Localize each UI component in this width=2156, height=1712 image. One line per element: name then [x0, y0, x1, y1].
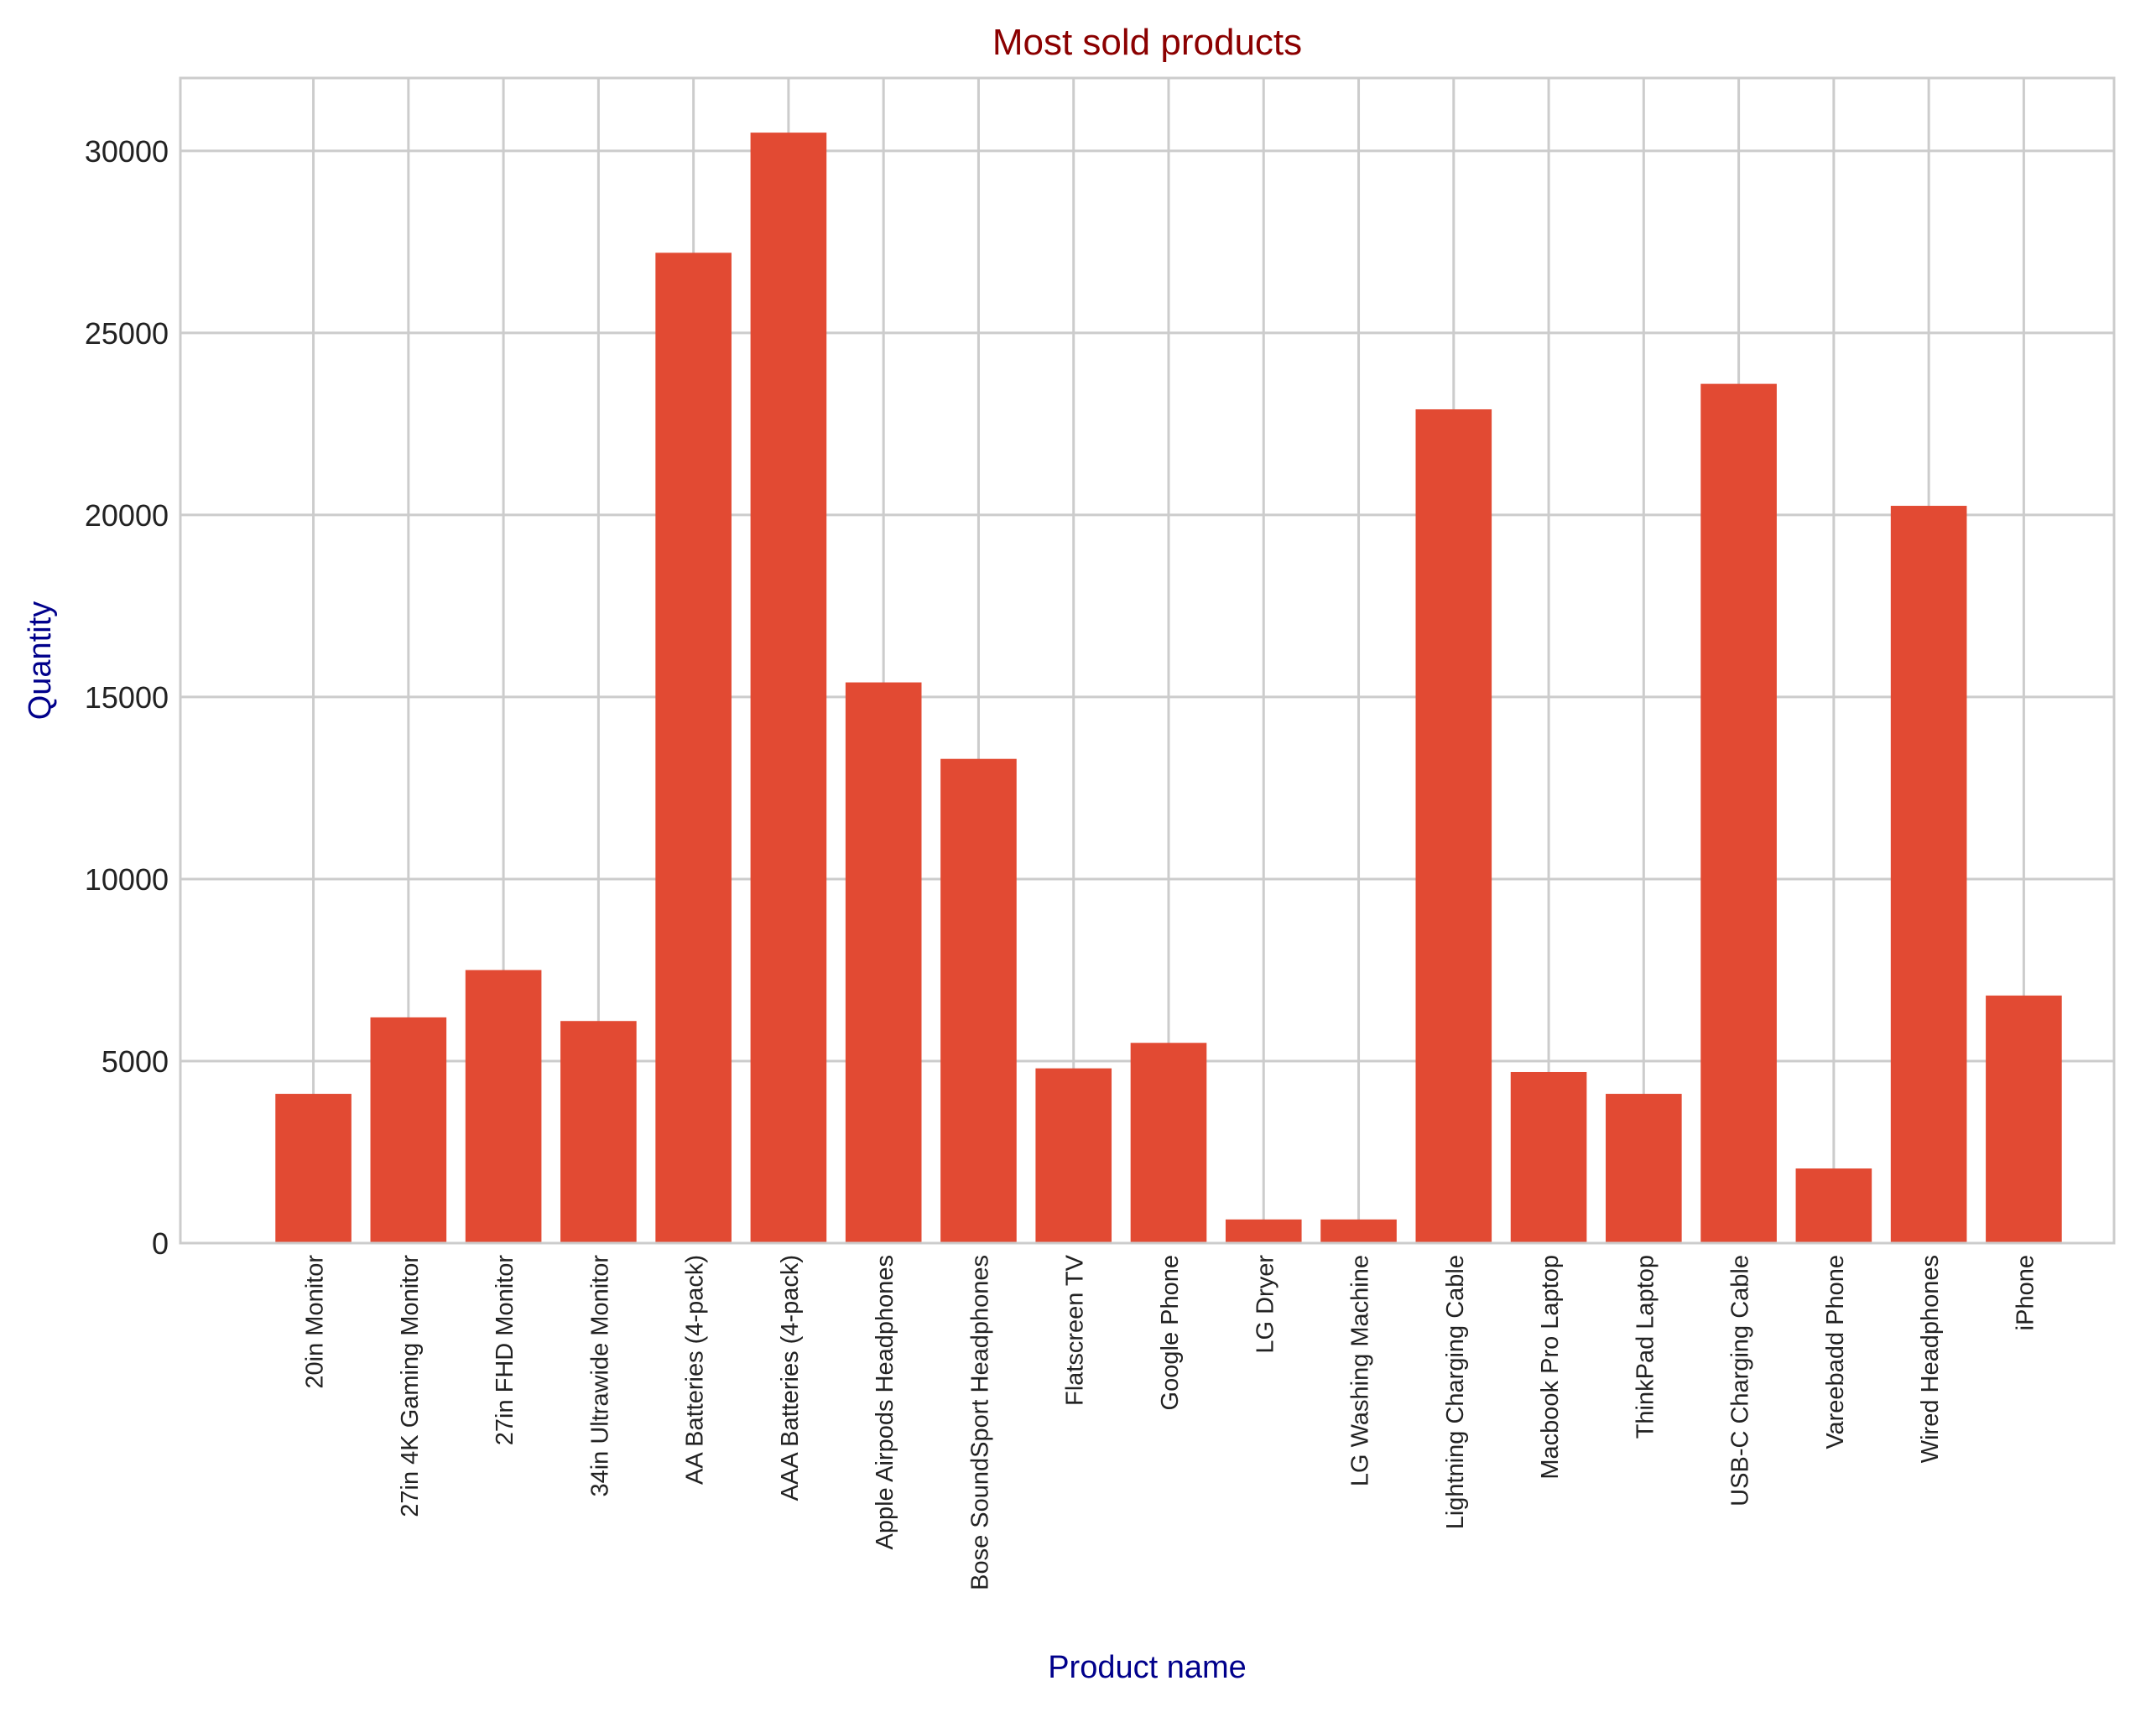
plot-frame — [179, 76, 2116, 1245]
bar — [1130, 1043, 1207, 1243]
bar — [1795, 1168, 1872, 1243]
x-tick-label: Flatscreen TV — [1062, 1254, 1089, 1406]
x-tick-label: USB-C Charging Cable — [1727, 1255, 1754, 1506]
y-tick-label: 25000 — [85, 316, 169, 351]
x-axis-label: Product name — [1048, 1650, 1247, 1685]
x-tick-label: Vareebadd Phone — [1822, 1255, 1849, 1449]
y-axis-label: Quantity — [23, 601, 58, 721]
x-tick-label: LG Dryer — [1252, 1255, 1278, 1354]
y-tick-label: 20000 — [85, 498, 169, 533]
x-tick-label: iPhone — [2012, 1255, 2039, 1330]
bar — [1225, 1219, 1302, 1243]
x-tick-label: AAA Batteries (4-pack) — [777, 1255, 804, 1501]
x-tick-label: ThinkPad Laptop — [1632, 1255, 1659, 1439]
y-tick-label: 0 — [152, 1226, 169, 1261]
x-tick-label: Bose SoundSport Headphones — [966, 1255, 993, 1590]
bar — [655, 252, 732, 1244]
y-tick-label: 10000 — [85, 862, 169, 897]
bar — [750, 133, 827, 1243]
bar — [1035, 1068, 1112, 1243]
y-tick-labels: 0 5000 10000 15000 20000 25000 30000 — [85, 134, 169, 1261]
bar — [1890, 506, 1967, 1243]
x-tick-label: 27in 4K Gaming Monitor — [397, 1255, 424, 1517]
x-tick-label: 27in FHD Monitor — [492, 1255, 518, 1446]
bar — [370, 1017, 447, 1243]
y-tick-label: 15000 — [85, 680, 169, 715]
bar — [275, 1094, 352, 1243]
x-tick-label: 34in Ultrawide Monitor — [586, 1255, 613, 1497]
bar — [845, 682, 922, 1243]
y-tick-label: 30000 — [85, 134, 169, 169]
bar — [1510, 1071, 1587, 1243]
y-tick-label: 5000 — [102, 1044, 169, 1079]
x-tick-labels: 20in Monitor 27in 4K Gaming Monitor 27in F… — [302, 1254, 2039, 1590]
x-tick-label: Google Phone — [1157, 1255, 1184, 1410]
x-tick-label: Macbook Pro Laptop — [1537, 1255, 1564, 1480]
bar — [465, 970, 542, 1243]
bar — [560, 1021, 637, 1243]
x-tick-label: Apple Airpods Headphones — [872, 1255, 898, 1549]
bar — [1320, 1219, 1397, 1243]
bar — [1606, 1094, 1682, 1243]
bars — [275, 133, 2062, 1244]
chart-title: Most sold products — [992, 22, 1302, 63]
x-tick-label: Lightning Charging Cable — [1442, 1255, 1469, 1529]
bar — [1415, 408, 1492, 1243]
bar — [1986, 995, 2062, 1243]
bar — [940, 758, 1017, 1243]
x-tick-label: LG Washing Machine — [1347, 1255, 1374, 1486]
x-tick-label: AA Batteries (4-pack) — [682, 1255, 709, 1485]
bar — [1700, 383, 1777, 1243]
x-tick-label: 20in Monitor — [302, 1255, 329, 1389]
x-tick-label: Wired Headphones — [1917, 1255, 1944, 1463]
